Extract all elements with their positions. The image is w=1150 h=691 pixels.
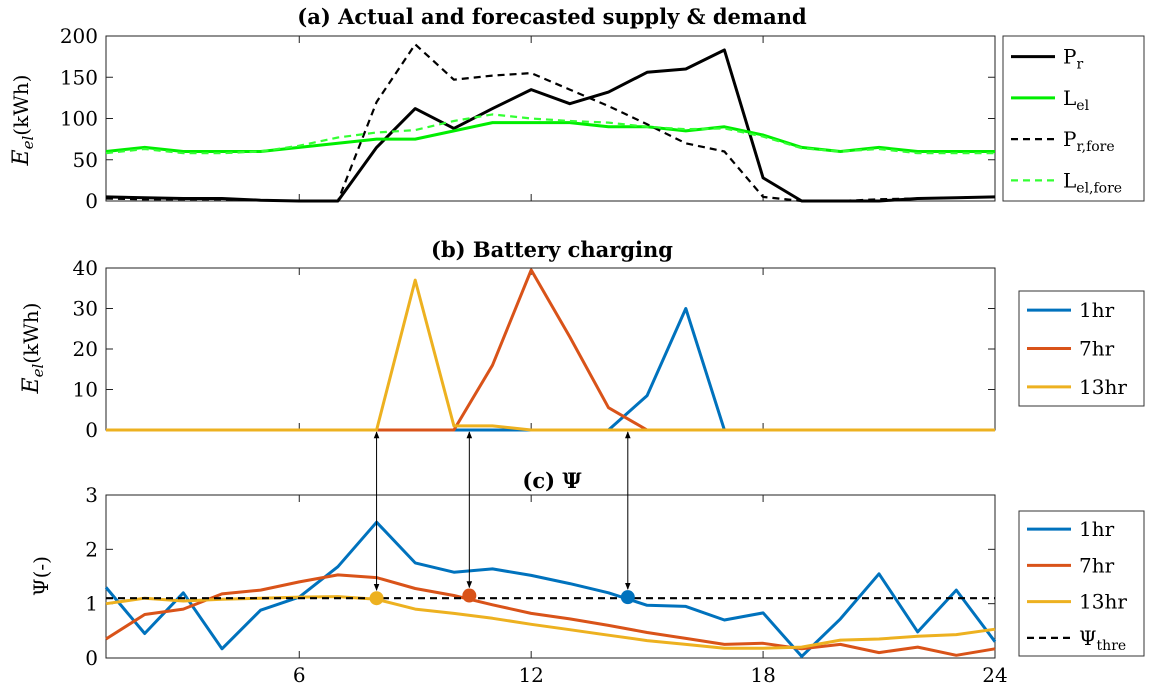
panel-b-legend-label: 1hr xyxy=(1079,298,1115,322)
panel-b-series-7hr xyxy=(106,268,995,432)
panel-a-series-l-el xyxy=(105,121,995,153)
x-tick-label: 24 xyxy=(982,663,1007,687)
panel-a-series-p-r-fore xyxy=(105,43,996,203)
panel-b-legend: 1hr 7hr 13hr xyxy=(1018,290,1145,407)
panel-b-ytick-label: 20 xyxy=(73,337,98,361)
panel-b-title: (b) Battery charging xyxy=(431,237,673,262)
panel-b-ytick-label: 40 xyxy=(73,256,98,280)
svg-text:Eel(kWh): Eel(kWh) xyxy=(19,303,47,395)
panel-a-legend-box xyxy=(1002,35,1145,202)
panel-c-legend: 1hr 7hr 13hr Ψthre xyxy=(1018,510,1145,657)
panel-c-ytick-label: 2 xyxy=(85,537,98,561)
x-tick-label: 12 xyxy=(518,663,543,687)
panel-c-series-7hr xyxy=(105,573,996,657)
svg-text:Eel(kWh): Eel(kWh) xyxy=(9,75,37,167)
panel-b-axes xyxy=(105,267,996,431)
panel-c-title: (c) Ψ xyxy=(522,468,582,493)
x-tick-label: 18 xyxy=(750,663,775,687)
panel-b-ylabel: Eel(kWh) xyxy=(19,303,47,395)
panel-a-ytick-label: 150 xyxy=(60,65,98,89)
panel-a-series-l-el-fore xyxy=(105,113,995,155)
panel-b-ytick-label: 0 xyxy=(85,418,98,442)
panel-a-legend-label: Lel xyxy=(1063,86,1090,114)
svg-text:Ψ(-): Ψ(-) xyxy=(29,556,53,596)
panel-b-ytick-label: 10 xyxy=(73,378,98,402)
panel-a-ytick-label: 100 xyxy=(60,107,98,131)
panel-c-series-13hr xyxy=(105,595,996,650)
panel-c-axes xyxy=(105,494,996,659)
panel-a-ylabel: Eel(kWh) xyxy=(9,75,37,167)
panel-b: (b) Battery charging Eel(kWh) 010203040 … xyxy=(19,237,1145,442)
panel-a-axes xyxy=(105,35,996,202)
panel-a-series-p-r xyxy=(105,48,996,203)
panel-c-ylabel: Ψ(-) xyxy=(29,556,53,596)
panel-c-legend-box xyxy=(1018,510,1145,657)
panel-b-series-13hr xyxy=(106,278,995,432)
panel-a-legend-label: Pr xyxy=(1063,45,1083,73)
panel-c-ytick-label: 3 xyxy=(85,483,98,507)
panel-a: (a) Actual and forecasted supply & deman… xyxy=(9,4,1145,213)
panel-a-title: (a) Actual and forecasted supply & deman… xyxy=(297,4,807,29)
panel-b-series-1hr xyxy=(106,307,995,432)
panel-c-legend-label: 13hr xyxy=(1079,590,1127,614)
panel-a-legend-label: Lel,fore xyxy=(1063,168,1122,196)
panel-c-ytick-label: 1 xyxy=(85,592,98,616)
panel-c-marker-7hr xyxy=(462,588,477,603)
panel-b-ytick-label: 30 xyxy=(73,297,98,321)
panel-b-legend-label: 7hr xyxy=(1079,337,1115,361)
x-tick-label: 6 xyxy=(293,663,306,687)
panel-c-legend-label: Ψthre xyxy=(1079,626,1126,654)
panel-b-legend-label: 13hr xyxy=(1079,375,1127,399)
panel-c-legend-label: 7hr xyxy=(1079,553,1115,577)
panel-a-ytick-label: 50 xyxy=(73,148,98,172)
panel-c-marker-1hr xyxy=(620,590,635,605)
panel-a-ytick-label: 0 xyxy=(85,189,98,213)
panel-c-marker-13hr xyxy=(369,591,384,606)
panel-c-legend-label: 1hr xyxy=(1079,517,1115,541)
panel-a-legend: Pr Lel Pr,fore Lel,fore xyxy=(1002,35,1145,202)
panel-a-ytick-label: 200 xyxy=(60,24,98,48)
panel-c-series-1hr xyxy=(104,520,997,658)
panel-a-legend-label: Pr,fore xyxy=(1063,127,1115,155)
arrows xyxy=(373,431,631,591)
panel-c-ytick-label: 0 xyxy=(85,646,98,670)
